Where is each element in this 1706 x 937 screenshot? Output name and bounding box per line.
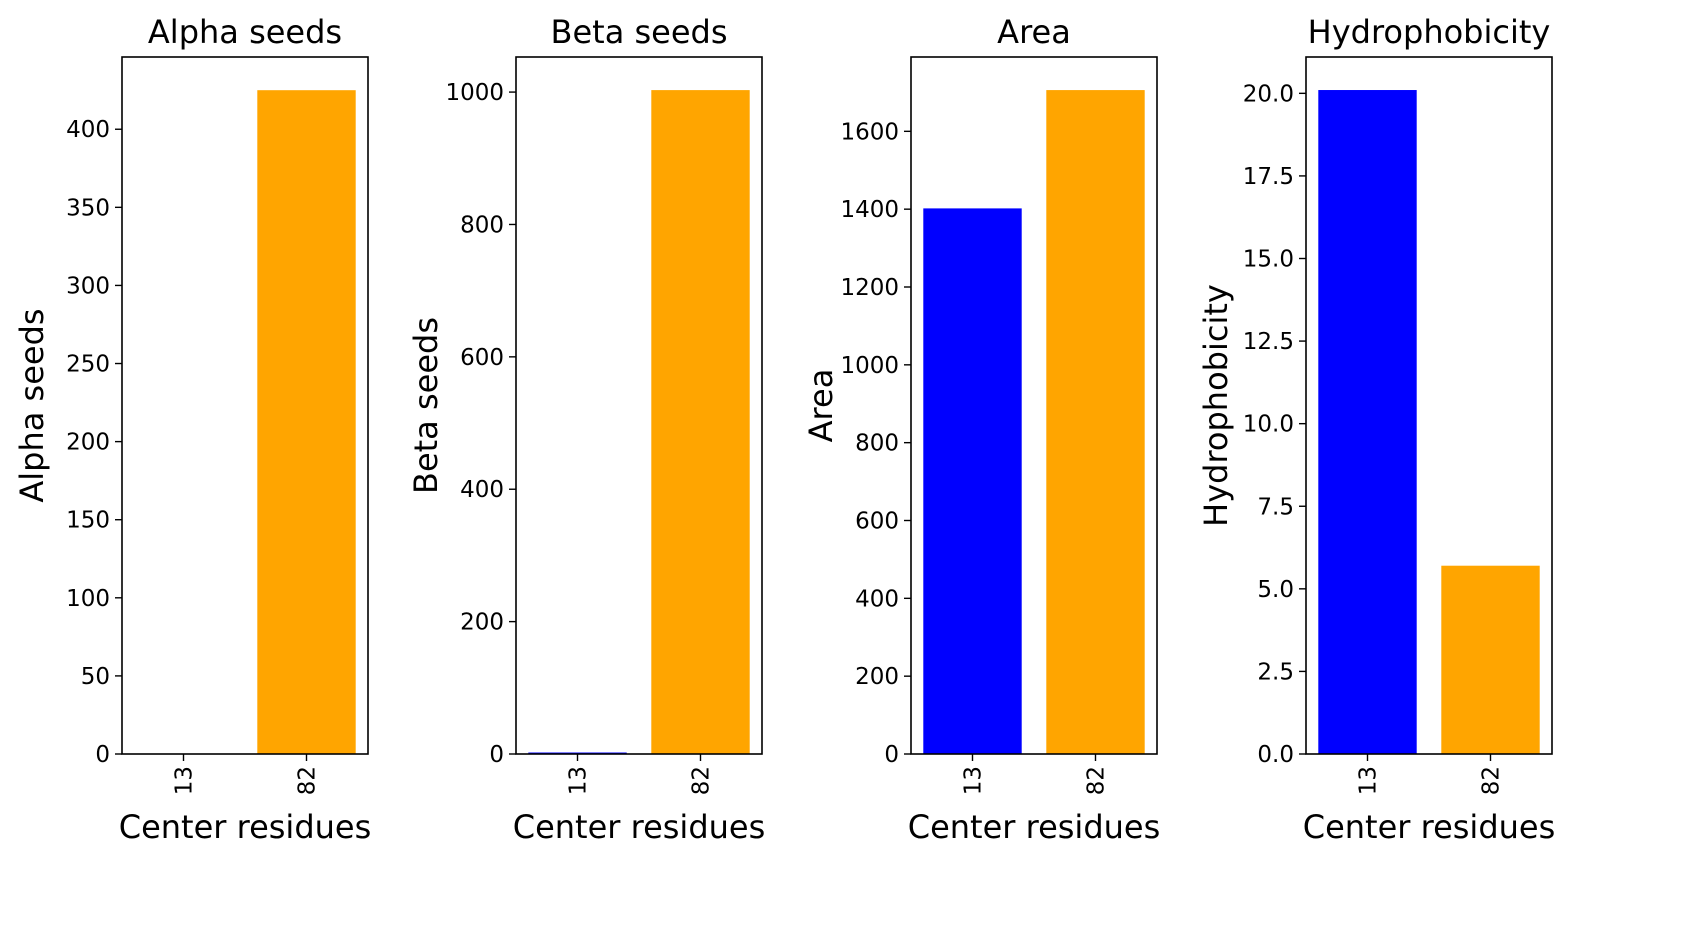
x-axis-label: Center residues bbox=[119, 808, 372, 846]
chart-title: Hydrophobicity bbox=[1308, 13, 1551, 51]
y-tick-label: 1400 bbox=[840, 197, 899, 223]
y-tick-label: 50 bbox=[81, 664, 110, 690]
x-axis-label: Center residues bbox=[1303, 808, 1556, 846]
y-tick-label: 1000 bbox=[445, 80, 504, 106]
y-tick-label: 0 bbox=[884, 742, 899, 768]
bar-82 bbox=[1441, 565, 1540, 754]
y-axis-label: Area bbox=[802, 369, 840, 443]
x-tick-label: 13 bbox=[961, 766, 987, 795]
axes-frame bbox=[515, 56, 763, 755]
y-tick-label: 600 bbox=[460, 345, 504, 371]
y-tick-label: 400 bbox=[855, 586, 899, 612]
chart-title: Alpha seeds bbox=[148, 13, 342, 51]
y-tick-label: 600 bbox=[855, 508, 899, 534]
y-tick-label: 350 bbox=[66, 195, 110, 221]
subplot-1: 0 50 100 150 200 250 300 350 400 13 82 Alpha seeds C… bbox=[13, 13, 371, 846]
y-axis-label: Alpha seeds bbox=[13, 308, 51, 502]
y-tick-label: 800 bbox=[855, 431, 899, 457]
y-tick-label: 150 bbox=[66, 508, 110, 534]
y-tick-label: 1200 bbox=[840, 275, 899, 301]
chart-title: Area bbox=[997, 13, 1071, 51]
chart-title: Beta seeds bbox=[551, 13, 728, 51]
axes-frame bbox=[121, 56, 369, 755]
y-tick-label: 1600 bbox=[840, 119, 899, 145]
y-tick-label: 200 bbox=[855, 664, 899, 690]
axes-frame bbox=[1305, 56, 1553, 755]
y-tick-label: 15.0 bbox=[1243, 247, 1294, 273]
y-tick-label: 2.5 bbox=[1257, 659, 1294, 685]
y-tick-label: 1000 bbox=[840, 353, 899, 379]
axes-frame bbox=[910, 56, 1158, 755]
y-tick-label: 17.5 bbox=[1243, 164, 1294, 190]
y-tick-label: 12.5 bbox=[1243, 329, 1294, 355]
bar-82 bbox=[651, 90, 750, 755]
x-tick-label: 82 bbox=[689, 766, 715, 795]
y-tick-label: 250 bbox=[66, 352, 110, 378]
bar-82 bbox=[257, 90, 356, 754]
x-tick-label: 13 bbox=[172, 766, 198, 795]
y-tick-label: 400 bbox=[66, 117, 110, 143]
y-tick-label: 5.0 bbox=[1257, 577, 1294, 603]
x-tick-label: 13 bbox=[566, 766, 592, 795]
x-tick-label: 13 bbox=[1356, 766, 1382, 795]
y-tick-label: 0 bbox=[95, 742, 110, 768]
bar-13 bbox=[1318, 90, 1417, 754]
y-tick-label: 0.0 bbox=[1257, 742, 1294, 768]
y-axis-label: Beta seeds bbox=[407, 317, 445, 494]
bar-82 bbox=[1046, 90, 1145, 754]
x-tick-label: 82 bbox=[1084, 766, 1110, 795]
y-tick-label: 400 bbox=[460, 477, 504, 503]
subplot-3: 0 200 400 600 800 1000 1200 1400 1600 13 82 Area Cen… bbox=[802, 13, 1160, 846]
subplot-4: 0.0 2.5 5.0 7.5 10.0 12.5 15.0 17.5 20.0 13 82 Hydr… bbox=[1197, 13, 1555, 846]
y-axis-label: Hydrophobicity bbox=[1197, 284, 1235, 527]
y-tick-label: 0 bbox=[489, 742, 504, 768]
bar-13 bbox=[923, 208, 1022, 754]
y-tick-label: 10.0 bbox=[1243, 412, 1294, 438]
x-tick-label: 82 bbox=[295, 766, 321, 795]
y-tick-label: 300 bbox=[66, 273, 110, 299]
x-axis-label: Center residues bbox=[513, 808, 766, 846]
y-tick-label: 100 bbox=[66, 586, 110, 612]
y-tick-label: 200 bbox=[460, 610, 504, 636]
subplot-2: 0 200 400 600 800 1000 13 82 Beta seeds Center re… bbox=[407, 13, 765, 846]
x-tick-label: 82 bbox=[1479, 766, 1505, 795]
y-tick-label: 200 bbox=[66, 430, 110, 456]
y-tick-label: 20.0 bbox=[1243, 81, 1294, 107]
y-tick-label: 7.5 bbox=[1257, 494, 1294, 520]
x-axis-label: Center residues bbox=[908, 808, 1161, 846]
y-tick-label: 800 bbox=[460, 212, 504, 238]
